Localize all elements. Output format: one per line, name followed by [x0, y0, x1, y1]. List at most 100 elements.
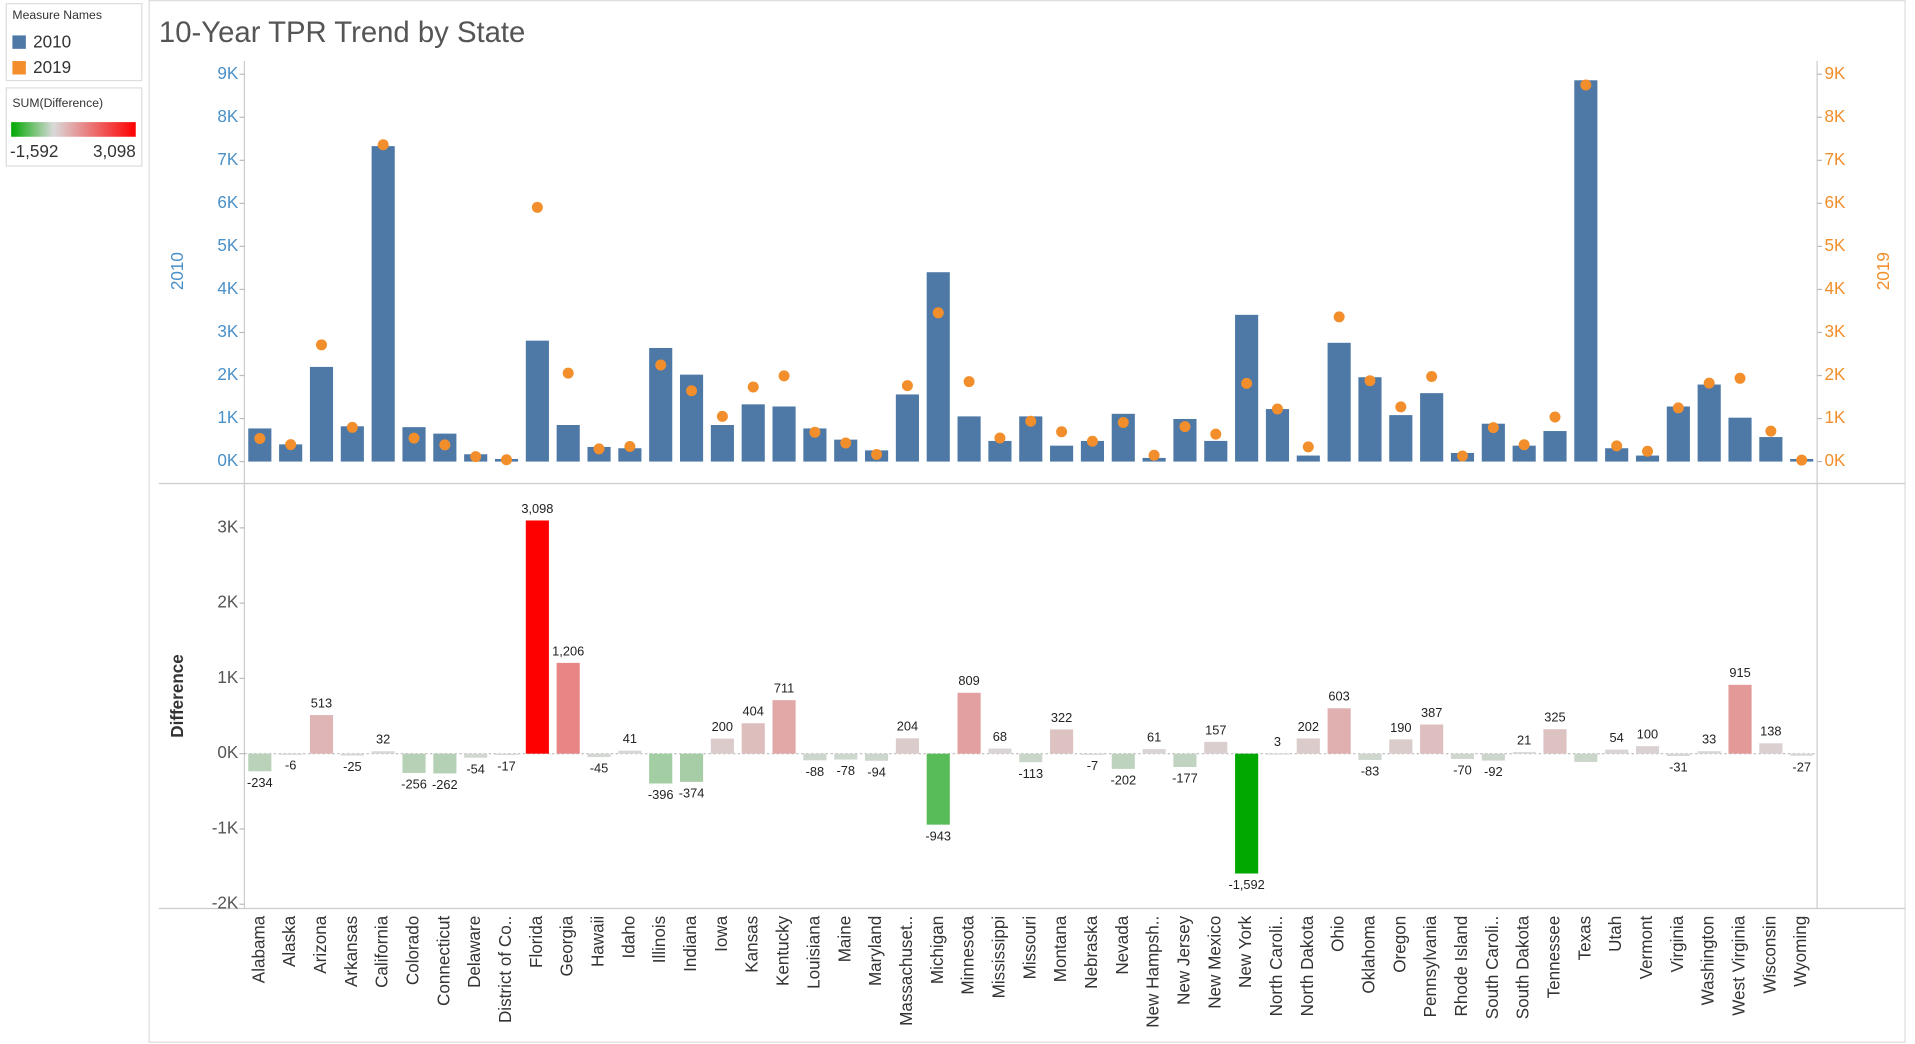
bar [309, 366, 334, 462]
diff-bar [1605, 749, 1629, 754]
x-tick-label: Rhode Island [1452, 916, 1471, 1017]
dot [1395, 401, 1407, 413]
data-label: -45 [590, 761, 609, 776]
data-label: -78 [836, 763, 855, 778]
x-tick-label: Indiana [681, 915, 700, 972]
dashboard-frame [148, 0, 1906, 1043]
diff-bar [525, 520, 549, 754]
tick-label: 5K [1824, 236, 1845, 255]
dot [1025, 415, 1037, 427]
dot [1734, 372, 1746, 384]
diff-bar [803, 753, 827, 761]
bar [803, 428, 827, 462]
data-label: -943 [925, 828, 951, 843]
x-tick-label: Oklahoma [1359, 915, 1378, 993]
dot [1518, 439, 1530, 451]
diff-bar [1142, 749, 1166, 754]
data-label: 3 [1274, 734, 1281, 749]
diff-bar [988, 748, 1012, 754]
diff-bar [1358, 753, 1382, 760]
diff-bar [1296, 738, 1320, 754]
dot [655, 359, 667, 371]
data-label: -17 [497, 759, 516, 774]
bar [618, 448, 642, 462]
dot [1487, 422, 1499, 434]
x-tick-label: New York [1236, 915, 1255, 988]
legend-title: Measure Names [12, 8, 102, 22]
x-tick-label: Minnesota [959, 915, 978, 994]
x-tick-label: Michigan [928, 916, 947, 984]
data-label: 138 [1760, 724, 1781, 739]
data-label: 915 [1729, 665, 1750, 680]
dot [593, 443, 605, 455]
x-tick-label: Texas [1575, 916, 1594, 961]
x-tick-label: Utah [1606, 916, 1625, 952]
bar [710, 424, 734, 462]
diff-bar [1790, 753, 1814, 756]
diff-bar [433, 753, 457, 774]
x-tick-label: South Caroli.. [1483, 916, 1502, 1019]
diff-bar [1080, 753, 1105, 755]
bar [1327, 342, 1351, 462]
x-tick-label: Hawaii [589, 916, 608, 967]
data-label: 322 [1051, 710, 1072, 725]
tick-label: 8K [217, 107, 238, 126]
tick-label: 5K [217, 236, 238, 255]
bar [556, 424, 580, 462]
diff-bar [556, 662, 580, 754]
dot [377, 139, 389, 151]
data-label: 200 [712, 719, 733, 734]
x-tick-label: District of Co.. [496, 916, 515, 1023]
legend-label: 2010 [33, 32, 71, 51]
data-label: 711 [774, 681, 794, 696]
diff-bar [1481, 753, 1505, 761]
data-label: 157 [1205, 722, 1226, 737]
dot [624, 440, 636, 452]
diff-bar [1697, 751, 1721, 754]
diff-bar [679, 753, 704, 782]
data-label: -92 [1484, 764, 1503, 779]
diff-bar [618, 750, 642, 754]
bar [1389, 415, 1413, 462]
x-tick-label: Missouri [1020, 916, 1039, 980]
diff-axis-title: Difference [168, 654, 187, 738]
dot [1672, 402, 1684, 414]
data-label: 190 [1390, 720, 1411, 735]
x-tick-label: North Caroli.. [1267, 916, 1286, 1017]
bar [1543, 431, 1567, 462]
bar [1728, 417, 1752, 462]
bar [988, 440, 1012, 462]
data-label: 1,206 [552, 643, 584, 658]
x-tick-label: South Dakota [1514, 915, 1533, 1019]
bar [926, 272, 950, 462]
x-tick-label: Nebraska [1082, 915, 1101, 989]
dot [1703, 377, 1715, 389]
bar [402, 427, 426, 462]
dot [809, 426, 821, 438]
color-gradient [11, 122, 136, 137]
bar [1759, 437, 1783, 462]
data-label: 68 [993, 729, 1007, 744]
data-label: -202 [1110, 772, 1136, 787]
diff-bar [1019, 753, 1043, 763]
x-tick-label: New Jersey [1174, 915, 1193, 1005]
dot [1148, 449, 1160, 461]
color-min-label: -1,592 [10, 142, 58, 161]
dot [1611, 440, 1623, 452]
dot [1117, 417, 1129, 428]
diff-bar [371, 751, 395, 754]
x-tick-label: Georgia [558, 915, 577, 976]
x-tick-label: Idaho [619, 916, 638, 959]
chart-title: 10-Year TPR Trend by State [159, 16, 525, 49]
x-tick-label: Ohio [1329, 916, 1348, 952]
x-tick-label: Alabama [249, 915, 268, 983]
diff-bar [1728, 684, 1752, 754]
diff-bar [464, 753, 488, 758]
diff-bar [494, 753, 519, 755]
x-tick-label: Kansas [743, 916, 762, 973]
data-label: -88 [806, 764, 825, 779]
dot [562, 367, 574, 379]
data-label: -27 [1792, 759, 1811, 774]
data-label: 32 [376, 732, 390, 747]
